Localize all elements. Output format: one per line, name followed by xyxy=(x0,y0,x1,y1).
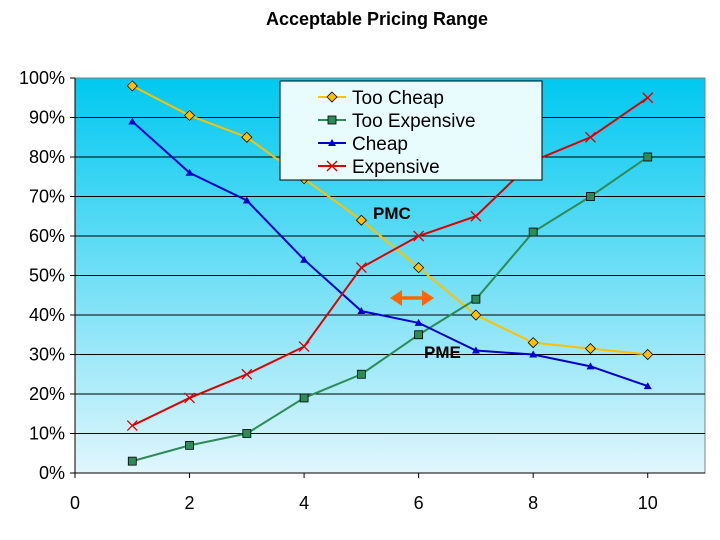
point-cheap xyxy=(300,255,309,263)
y-tick-label: 60% xyxy=(29,226,65,246)
point-expensive xyxy=(470,210,482,222)
point-too-expensive xyxy=(299,393,309,403)
annotations: PMC PME xyxy=(373,204,461,362)
point-expensive xyxy=(184,392,196,404)
point-too-cheap xyxy=(126,80,138,92)
y-tick-label: 0% xyxy=(39,463,65,483)
point-too-cheap xyxy=(355,214,367,226)
point-too-expensive xyxy=(356,369,366,379)
point-too-expensive xyxy=(586,192,595,201)
series-line-expensive xyxy=(131,96,649,427)
x-tick-label: 6 xyxy=(414,493,424,513)
y-tick-label: 10% xyxy=(29,424,65,444)
point-too-expensive xyxy=(414,330,424,340)
point-cheap xyxy=(242,196,251,204)
y-tick-label: 20% xyxy=(29,384,65,404)
point-expensive xyxy=(126,420,138,432)
point-too-expensive xyxy=(185,440,194,450)
axes: 0% 10% 20% 30% 40% 50% 60% 70% 80% 90% 100% 0 2 4 6 8 10 xyxy=(19,68,705,513)
series-line-too-expensive xyxy=(132,156,649,463)
annotation-pmc: PMC xyxy=(373,204,411,223)
point-expensive xyxy=(241,368,253,380)
point-cheap xyxy=(357,307,366,315)
point-cheap xyxy=(529,350,538,358)
legend-marker-too-cheap xyxy=(326,91,338,103)
y-tick-label: 30% xyxy=(29,345,65,365)
double-arrow-icon xyxy=(390,290,434,306)
point-expensive xyxy=(584,131,596,143)
point-expensive xyxy=(413,230,425,242)
y-tick-label: 80% xyxy=(29,147,65,167)
x-tick-label: 8 xyxy=(528,493,538,513)
chart-title: Acceptable Pricing Range xyxy=(266,9,488,29)
point-cheap xyxy=(471,346,480,354)
point-cheap xyxy=(414,318,423,326)
point-too-cheap xyxy=(527,337,539,349)
y-tick-label: 40% xyxy=(29,305,65,325)
legend-label-expensive: Expensive xyxy=(352,157,440,178)
x-tick-label: 4 xyxy=(299,493,309,513)
point-too-expensive xyxy=(471,294,481,304)
series-line-too-cheap xyxy=(131,85,648,356)
point-too-expensive xyxy=(643,152,653,162)
legend-label-cheap: Cheap xyxy=(352,134,408,155)
point-too-cheap xyxy=(584,343,597,355)
x-tick-label: 0 xyxy=(70,493,80,513)
point-cheap xyxy=(586,362,595,370)
legend-marker-expensive xyxy=(326,160,338,172)
point-cheap xyxy=(128,117,137,125)
point-too-cheap xyxy=(470,309,482,321)
y-tick-label: 90% xyxy=(29,108,65,128)
point-cheap xyxy=(643,382,652,390)
y-tick-label: 100% xyxy=(19,68,65,88)
legend-marker-cheap xyxy=(328,139,336,146)
legend-label-too-cheap: Too Cheap xyxy=(352,88,444,109)
point-too-expensive xyxy=(242,429,252,438)
annotation-pme: PME xyxy=(424,343,461,362)
point-too-expensive xyxy=(528,227,538,237)
point-expensive xyxy=(298,341,310,353)
point-expensive xyxy=(355,262,367,274)
point-expensive xyxy=(642,92,654,104)
point-too-cheap xyxy=(183,109,196,122)
point-too-expensive xyxy=(127,456,137,466)
legend-marker-too-expensive xyxy=(327,115,337,125)
point-too-cheap xyxy=(241,131,253,143)
x-tick-label: 10 xyxy=(638,493,658,513)
y-tick-label: 70% xyxy=(29,187,65,207)
x-tick-label: 2 xyxy=(185,493,195,513)
series-group xyxy=(126,80,654,466)
point-cheap xyxy=(185,168,194,176)
y-tick-label: 50% xyxy=(29,266,65,286)
series-line-cheap xyxy=(131,120,649,388)
legend-label-too-expensive: Too Expensive xyxy=(352,111,476,132)
point-too-cheap xyxy=(413,262,425,274)
point-too-cheap xyxy=(642,348,654,361)
